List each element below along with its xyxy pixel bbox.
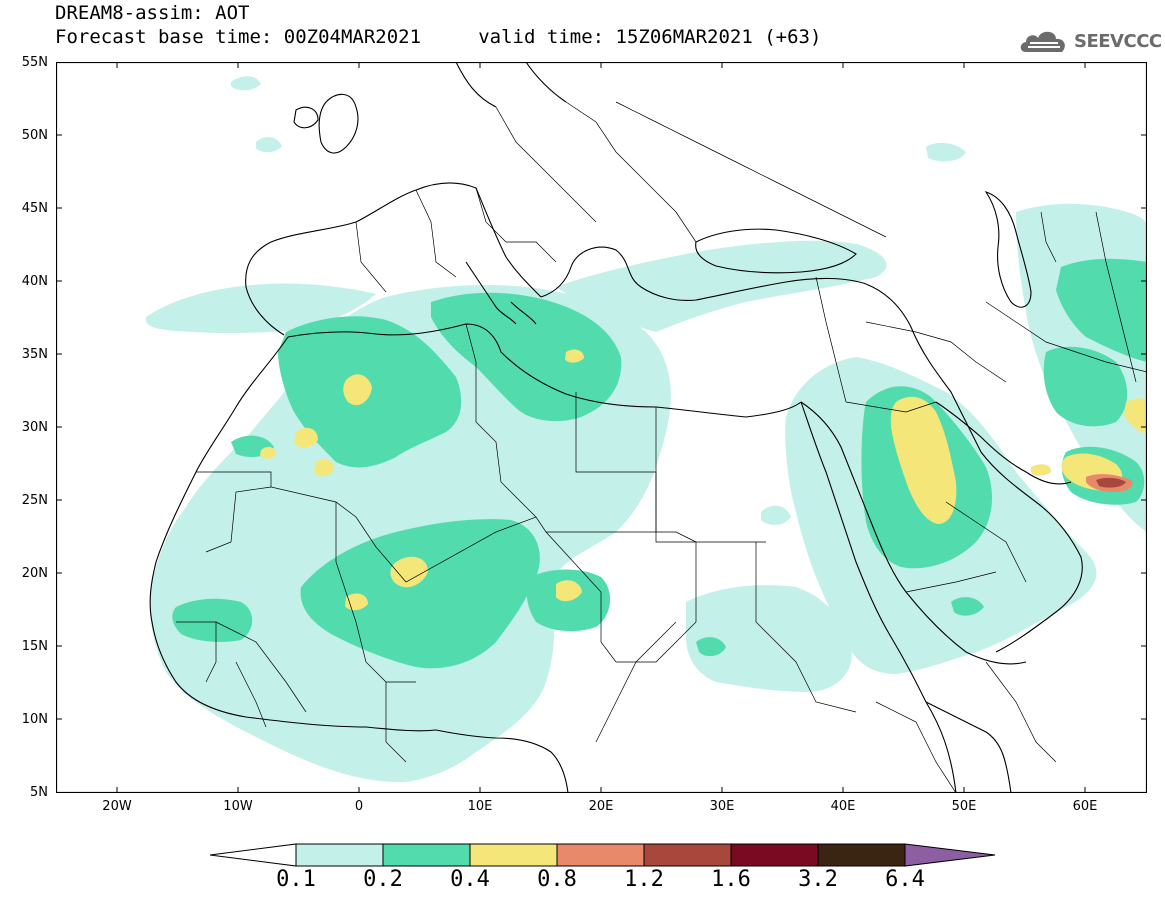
lat-label-30n: 30N <box>21 420 48 435</box>
aot-level-1-2 <box>1096 477 1126 488</box>
forecast-times: Forecast base time: 00Z04MAR2021 valid t… <box>55 26 822 48</box>
lat-label-15n: 15N <box>21 639 48 654</box>
colorbar-label-3-2: 3.2 <box>798 867 838 892</box>
colorbar-swatch-0-4 <box>469 843 558 867</box>
borders <box>176 101 1147 793</box>
colorbar-upper-arrow <box>904 843 996 867</box>
colorbar-lower-arrow <box>209 843 297 867</box>
colorbar-label-0-1: 0.1 <box>276 867 316 892</box>
lon-label-50e: 50E <box>951 799 977 814</box>
lat-label-50n: 50N <box>21 128 48 143</box>
colorbar-swatch-0-8 <box>556 843 645 867</box>
lat-label-10n: 10N <box>21 712 48 727</box>
logo-text: SEEVCCC <box>1074 30 1162 52</box>
map-frame <box>56 62 1147 793</box>
colorbar <box>209 843 996 867</box>
aot-level-0-4 <box>260 349 1147 611</box>
colorbar-swatch-3-2 <box>817 843 906 867</box>
lon-label-30e: 30E <box>709 799 735 814</box>
lat-label-5n: 5N <box>30 785 48 800</box>
colorbar-label-6-4: 6.4 <box>885 867 925 892</box>
lon-label-10e: 10E <box>467 799 493 814</box>
ticks <box>56 62 1147 793</box>
colorbar-label-1-2: 1.2 <box>624 867 664 892</box>
lat-label-35n: 35N <box>21 347 48 362</box>
lon-label-20w: 20W <box>102 799 132 814</box>
map-border <box>56 62 1147 793</box>
lat-label-55n: 55N <box>21 55 48 70</box>
coastlines <box>149 62 1083 793</box>
lat-label-45n: 45N <box>21 201 48 216</box>
dust-map <box>56 62 1147 793</box>
colorbar-label-0-8: 0.8 <box>537 867 577 892</box>
lat-label-20n: 20N <box>21 566 48 581</box>
colorbar-swatch-0-1 <box>295 843 384 867</box>
lat-label-25n: 25N <box>21 493 48 508</box>
lat-label-40n: 40N <box>21 274 48 289</box>
lon-label-40e: 40E <box>830 799 856 814</box>
colorbar-label-1-6: 1.6 <box>711 867 751 892</box>
seevccc-logo: SEEVCCC <box>1018 24 1162 58</box>
colorbar-swatch-0-2 <box>382 843 471 867</box>
lon-label-0: 0 <box>354 799 364 814</box>
colorbar-label-0-4: 0.4 <box>450 867 490 892</box>
lon-label-60e: 60E <box>1072 799 1098 814</box>
lon-label-10w: 10W <box>223 799 253 814</box>
colorbar-swatch-1-6 <box>730 843 819 867</box>
cloud-logo-icon <box>1020 31 1065 52</box>
map-title: DREAM8-assim: AOT <box>55 2 250 24</box>
colorbar-swatch-1-2 <box>643 843 732 867</box>
colorbar-label-0-2: 0.2 <box>363 867 403 892</box>
lon-label-20e: 20E <box>588 799 614 814</box>
